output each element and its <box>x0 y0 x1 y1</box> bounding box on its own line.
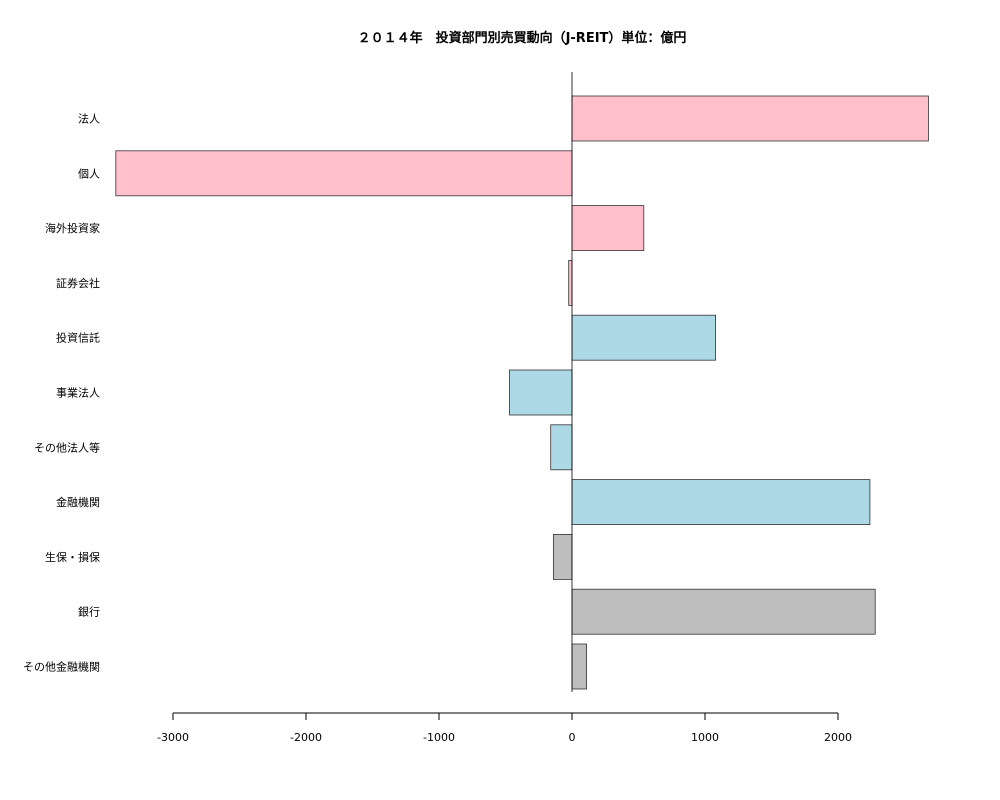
bar <box>553 534 573 580</box>
category-label: 投資信託 <box>56 331 100 345</box>
bar <box>571 205 645 252</box>
category-label: 銀行 <box>78 605 100 619</box>
category-labels: 法人個人海外投資家証券会社投資信託事業法人その他法人等金融機関生保・損保銀行その… <box>23 112 100 674</box>
bar <box>571 643 588 690</box>
bar <box>571 95 929 142</box>
category-label: その他法人等 <box>34 440 100 454</box>
bar <box>571 479 871 526</box>
bar <box>550 424 573 471</box>
bar <box>571 588 876 635</box>
bar <box>568 259 573 306</box>
category-label: 海外投資家 <box>45 221 100 235</box>
category-label: その他金融機関 <box>23 660 100 674</box>
x-tick-label: -1000 <box>423 731 455 744</box>
category-label: 事業法人 <box>56 386 100 400</box>
category-label: 法人 <box>78 112 100 126</box>
category-label: 生保・損保 <box>45 550 100 564</box>
x-axis: -3000 -2000 -1000 0 1000 2000 <box>157 712 852 744</box>
bars-layer <box>115 95 929 690</box>
x-tick-label: -3000 <box>157 731 189 744</box>
category-label: 個人 <box>78 167 100 180</box>
x-tick-label: 0 <box>569 731 576 744</box>
bar <box>115 150 573 197</box>
category-label: 証券会社 <box>56 276 100 290</box>
x-tick-label: 1000 <box>691 731 719 744</box>
category-label: 金融機関 <box>56 495 100 509</box>
bar <box>509 369 573 416</box>
chart-title: ２０１４年 投資部門別売買動向（J-REIT）単位：億円 <box>358 30 687 46</box>
bar <box>571 314 717 361</box>
x-tick-label: -2000 <box>290 731 322 744</box>
x-tick-label: 2000 <box>824 731 852 744</box>
